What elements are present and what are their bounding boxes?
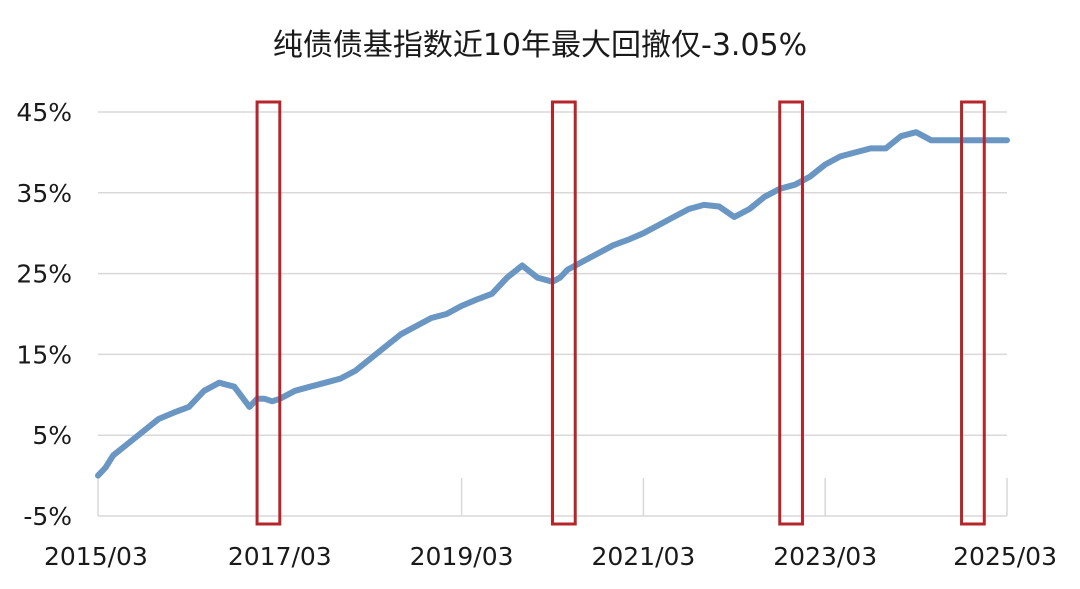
drawdown-highlight-box xyxy=(551,100,577,526)
drawdown-highlight-box xyxy=(960,100,986,526)
x-tick-label: 2019/03 xyxy=(410,542,514,571)
y-tick-label: -5% xyxy=(23,502,72,531)
chart-title: 纯债债基指数近10年最大回撤仅-3.05% xyxy=(273,28,807,63)
y-tick-label: 25% xyxy=(16,260,72,289)
x-tick-label: 2017/03 xyxy=(228,542,332,571)
x-tick-label: 2021/03 xyxy=(591,542,695,571)
y-axis-ticks: -5% 5% 15% 25% 35% 45% xyxy=(16,98,72,531)
y-tick-label: 15% xyxy=(16,340,72,369)
x-tick-label: 2023/03 xyxy=(773,542,877,571)
x-axis-ticks: 2015/03 2017/03 2019/03 2021/03 2023/03 2025/… xyxy=(44,478,1057,571)
drawdown-highlight-box xyxy=(778,100,804,526)
x-tick-label: 2015/03 xyxy=(44,542,148,571)
y-tick-label: 5% xyxy=(32,421,72,450)
y-tick-label: 35% xyxy=(16,179,72,208)
y-tick-label: 45% xyxy=(16,98,72,127)
x-tick-label: 2025/03 xyxy=(953,542,1057,571)
drawdown-highlight-box xyxy=(255,100,282,526)
highlight-boxes xyxy=(255,100,986,526)
